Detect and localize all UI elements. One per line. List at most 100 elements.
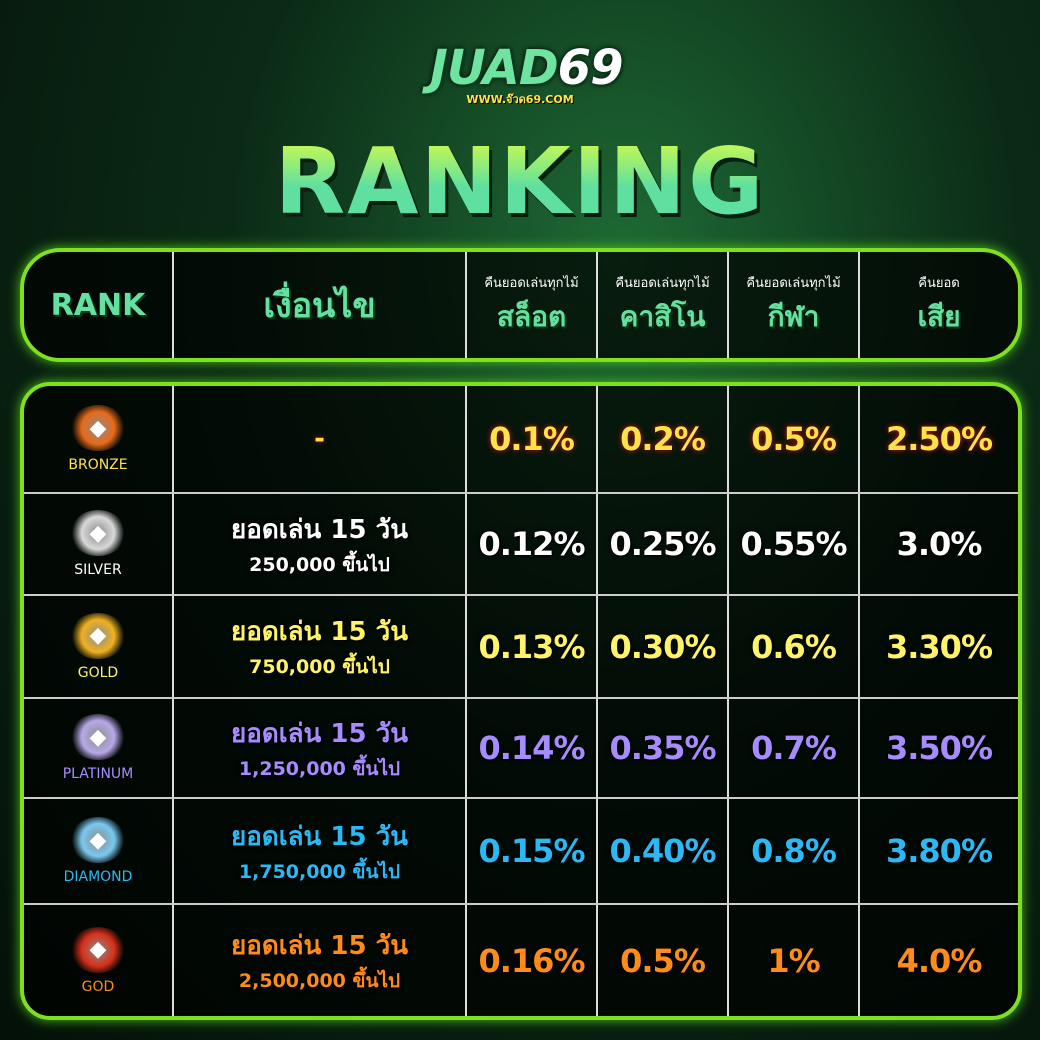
table-header: RANK เงื่อนไข คืนยอดเล่นทุกไม้ สล็อต คืนย…: [20, 248, 1022, 362]
rate-value: 0.14%: [478, 729, 585, 767]
juad69-logo: JUAD69 WWW.จ๊วด69.COM: [430, 40, 623, 130]
value-cell: 0.2%: [596, 386, 727, 492]
value-cell: 1%: [727, 905, 858, 1016]
rank-badge-icon: ◆: [70, 510, 126, 556]
value-cell: 4.0%: [858, 905, 1018, 1016]
rate-value: 0.7%: [751, 729, 837, 767]
rate-value: 0.25%: [609, 525, 716, 563]
header-loss: คืนยอด เสีย: [858, 252, 1018, 358]
table-row: ◆ PLATINUM ยอดเล่น 15 วัน 1,250,000 ขึ้น…: [24, 697, 1018, 797]
table-row: ◆ BRONZE - 0.1% 0.2% 0.5% 2.50%: [24, 386, 1018, 492]
value-cell: 3.50%: [858, 699, 1018, 797]
condition-line1: ยอดเล่น 15 วัน: [231, 931, 408, 961]
rate-value: 0.16%: [478, 941, 585, 980]
rank-cell: ◆ GOD: [24, 905, 172, 1016]
ranking-table: ◆ BRONZE - 0.1% 0.2% 0.5% 2.50% ◆ SILVER ยอ…: [20, 382, 1022, 1020]
condition-line1: ยอดเล่น 15 วัน: [231, 514, 408, 545]
header-sport: คืนยอดเล่นทุกไม้ กีฬา: [727, 252, 858, 358]
table-row: ◆ GOLD ยอดเล่น 15 วัน 750,000 ขึ้นไป 0.13…: [24, 594, 1018, 697]
condition-cell: ยอดเล่น 15 วัน 750,000 ขึ้นไป: [172, 596, 465, 697]
value-cell: 0.25%: [596, 494, 727, 594]
condition-line2: 1,750,000 ขึ้นไป: [238, 860, 401, 883]
condition-line1: ยอดเล่น 15 วัน: [231, 718, 408, 749]
table-row: ◆ SILVER ยอดเล่น 15 วัน 250,000 ขึ้นไป 0.…: [24, 492, 1018, 594]
rate-value: 3.80%: [885, 832, 993, 870]
value-cell: 3.80%: [858, 799, 1018, 903]
value-cell: 0.15%: [465, 799, 596, 903]
rate-value: 0.35%: [609, 729, 716, 767]
page-title: RANKING: [0, 128, 1040, 235]
value-cell: 0.40%: [596, 799, 727, 903]
rate-value: 0.5%: [751, 420, 837, 458]
table-row: ◆ GOD ยอดเล่น 15 วัน 2,500,000 ขึ้นไป 0.1…: [24, 903, 1018, 1016]
rank-name: GOD: [81, 978, 115, 995]
rank-cell: ◆ PLATINUM: [24, 699, 172, 797]
value-cell: 0.1%: [465, 386, 596, 492]
rate-value: 3.30%: [885, 627, 993, 666]
value-cell: 0.6%: [727, 596, 858, 697]
rate-value: 0.1%: [489, 420, 575, 458]
condition-line2: 1,250,000 ขึ้นไป: [238, 757, 401, 780]
rank-name: SILVER: [74, 562, 122, 578]
rank-name: DIAMOND: [63, 869, 133, 885]
rate-value: 3.0%: [896, 525, 983, 563]
rate-value: 0.2%: [620, 420, 706, 458]
condition-line1: -: [314, 424, 325, 454]
condition-cell: ยอดเล่น 15 วัน 1,250,000 ขึ้นไป: [172, 699, 465, 797]
header-casino: คืนยอดเล่นทุกไม้ คาสิโน: [596, 252, 727, 358]
rate-value: 3.50%: [885, 729, 993, 767]
header-rank: RANK: [50, 287, 146, 323]
value-cell: 0.16%: [465, 905, 596, 1016]
rate-value: 0.5%: [620, 941, 706, 980]
value-cell: 2.50%: [858, 386, 1018, 492]
rate-value: 0.55%: [740, 525, 847, 563]
value-cell: 0.7%: [727, 699, 858, 797]
logo-url: WWW.จ๊วด69.COM: [466, 93, 574, 106]
condition-cell: ยอดเล่น 15 วัน 1,750,000 ขึ้นไป: [172, 799, 465, 903]
condition-line2: 750,000 ขึ้นไป: [249, 656, 390, 678]
rate-value: 0.30%: [609, 627, 716, 666]
condition-cell: ยอดเล่น 15 วัน 2,500,000 ขึ้นไป: [172, 905, 465, 1016]
rank-cell: ◆ BRONZE: [24, 386, 172, 492]
rank-badge-icon: ◆: [70, 926, 126, 973]
rate-value: 0.40%: [609, 832, 716, 870]
rank-cell: ◆ DIAMOND: [24, 799, 172, 903]
value-cell: 0.5%: [727, 386, 858, 492]
rate-value: 2.50%: [885, 420, 993, 458]
value-cell: 0.30%: [596, 596, 727, 697]
value-cell: 0.8%: [727, 799, 858, 903]
rank-cell: ◆ GOLD: [24, 596, 172, 697]
rank-badge-icon: ◆: [70, 612, 126, 659]
value-cell: 0.13%: [465, 596, 596, 697]
value-cell: 0.14%: [465, 699, 596, 797]
rank-cell: ◆ SILVER: [24, 494, 172, 594]
rank-name: GOLD: [77, 664, 119, 681]
condition-cell: -: [172, 386, 465, 492]
value-cell: 0.35%: [596, 699, 727, 797]
condition-line2: 2,500,000 ขึ้นไป: [238, 970, 401, 992]
value-cell: 0.55%: [727, 494, 858, 594]
header-slot: คืนยอดเล่นทุกไม้ สล็อต: [465, 252, 596, 358]
rank-name: BRONZE: [68, 457, 128, 473]
rate-value: 0.13%: [478, 627, 585, 666]
condition-cell: ยอดเล่น 15 วัน 250,000 ขึ้นไป: [172, 494, 465, 594]
condition-line1: ยอดเล่น 15 วัน: [231, 617, 408, 647]
logo-brand: JUAD69: [430, 40, 623, 96]
rank-badge-icon: ◆: [70, 817, 126, 863]
value-cell: 0.5%: [596, 905, 727, 1016]
rate-value: 1%: [767, 941, 820, 980]
rate-value: 0.12%: [478, 525, 585, 563]
rate-value: 0.8%: [751, 832, 837, 870]
value-cell: 0.12%: [465, 494, 596, 594]
rate-value: 4.0%: [896, 941, 983, 980]
value-cell: 3.30%: [858, 596, 1018, 697]
rank-name: PLATINUM: [62, 766, 134, 782]
header-condition: เงื่อนไข: [172, 252, 465, 358]
value-cell: 3.0%: [858, 494, 1018, 594]
condition-line1: ยอดเล่น 15 วัน: [231, 821, 408, 852]
rate-value: 0.6%: [751, 627, 837, 666]
condition-line2: 250,000 ขึ้นไป: [249, 553, 390, 576]
rank-badge-icon: ◆: [70, 405, 126, 451]
rate-value: 0.15%: [478, 832, 585, 870]
rank-badge-icon: ◆: [70, 714, 126, 760]
